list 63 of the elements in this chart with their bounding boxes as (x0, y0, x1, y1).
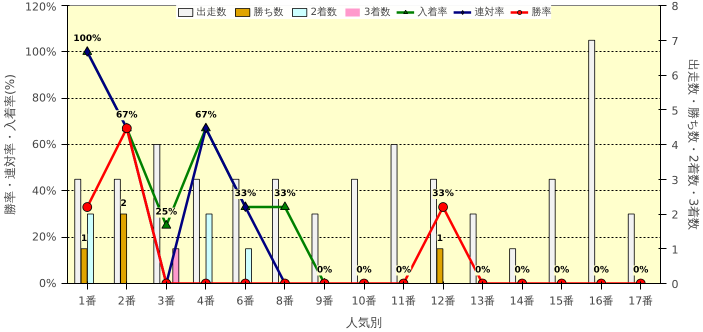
y2-tick-label: 3 (672, 174, 678, 187)
legend-label: 勝ち数 (254, 6, 284, 19)
x-tick-label: 11番 (391, 294, 416, 308)
x-tick-label: 3番 (157, 294, 176, 308)
annotation: 0% (594, 266, 609, 276)
y-tick-label: 120% (25, 0, 57, 14)
point (161, 220, 172, 229)
x-axis-title: 人気別 (346, 316, 382, 330)
y2-tick-label: 2 (672, 208, 678, 222)
data-label: 67% (116, 110, 138, 120)
annotation: 0% (554, 266, 570, 276)
y-tick-label: 20% (32, 230, 57, 244)
x-tick-label: 6番 (236, 294, 254, 308)
point (82, 202, 92, 212)
x-tick-label: 14番 (510, 294, 535, 308)
data-label: 33% (274, 189, 296, 200)
y-tick-label: 60% (32, 138, 57, 151)
x-tick-label: 2番 (118, 294, 136, 308)
x-tick-label: 10番 (352, 294, 376, 308)
y-tick-label: 80% (32, 92, 57, 105)
y2-tick-label: 0 (672, 278, 678, 291)
data-label: 67% (195, 110, 217, 120)
annotation: 0% (356, 266, 372, 276)
annotation: 0% (633, 266, 648, 276)
legend-label: 3着数 (364, 6, 390, 19)
data-label: 100% (73, 34, 102, 44)
data-label: 25% (156, 208, 178, 218)
y-tick-label: 0% (39, 277, 56, 290)
y2-tick-label: 7 (672, 34, 678, 48)
legend-label: 入着率 (417, 6, 448, 19)
legend-label: 勝率 (531, 6, 552, 19)
y2-tick-label: 5 (672, 104, 678, 118)
point (438, 202, 448, 212)
data-label: 1 (436, 234, 444, 244)
data-label: 2 (120, 199, 127, 209)
legend-label: 連対率 (474, 6, 504, 19)
x-tick-label: 17番 (628, 294, 654, 308)
x-tick-label: 12番 (430, 294, 456, 308)
data-label: 33% (234, 189, 256, 200)
legend-label: 2着数 (310, 6, 337, 19)
annotation: 0% (396, 266, 412, 276)
annotation: 0% (514, 266, 530, 276)
x-tick-label: 1番 (78, 294, 96, 308)
y-tick-label: 40% (32, 184, 57, 198)
y2-tick-label: 4 (672, 139, 678, 152)
x-tick-label: 8番 (276, 294, 294, 308)
x-tick-label: 16番 (588, 294, 614, 308)
x-tick-label: 13番 (470, 294, 496, 308)
x-tick-label: 9番 (315, 294, 334, 308)
y-tick-label: 100% (25, 45, 57, 58)
x-tick-label: 4番 (196, 294, 215, 308)
y2-axis-title: 出走数・勝ち数・2着数・3着数 (686, 58, 700, 230)
y2-tick-label: 1 (672, 243, 678, 256)
x-tick-label: 15番 (549, 294, 574, 308)
legend-label: 出走数 (196, 6, 227, 19)
point (280, 201, 290, 210)
y2-tick-label: 6 (672, 70, 678, 82)
data-label: 0% (316, 266, 332, 276)
y2-tick-label: 8 (672, 0, 678, 13)
annotation: 33% (432, 189, 454, 200)
annotation: 0% (474, 266, 490, 276)
data-label: 1 (80, 234, 88, 244)
y-axis-title: 勝率・連対率・入着率(%) (3, 74, 18, 215)
